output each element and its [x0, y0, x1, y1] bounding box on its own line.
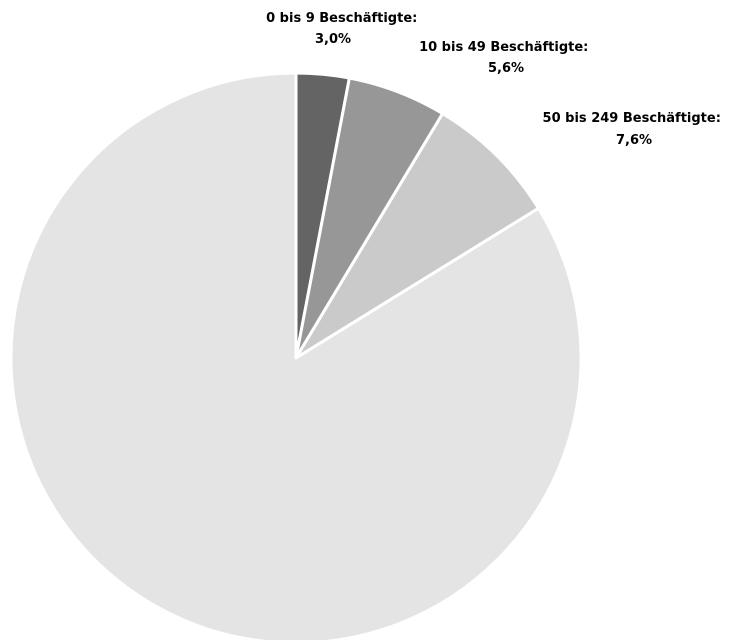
- category-label-2: 50 bis 249 Beschäftigte:: [543, 111, 721, 126]
- slice-label-1: 10 bis 49 Beschäftigte: 5,6%: [419, 40, 593, 76]
- value-label-1: 5,6%: [488, 61, 524, 76]
- slice-label-0: 0 bis 9 Beschäftigte: 3,0%: [266, 11, 422, 47]
- category-label-1: 10 bis 49 Beschäftigte:: [419, 40, 588, 55]
- pie-slices: [9, 71, 583, 640]
- value-label-0: 3,0%: [315, 32, 351, 47]
- value-label-2: 7,6%: [616, 133, 652, 148]
- pie-slice-2: [294, 112, 541, 360]
- category-label-0: 0 bis 9 Beschäftigte:: [266, 11, 417, 26]
- slice-label-2: 50 bis 249 Beschäftigte: 7,6%: [543, 111, 726, 148]
- pie-slice-3: [9, 71, 583, 640]
